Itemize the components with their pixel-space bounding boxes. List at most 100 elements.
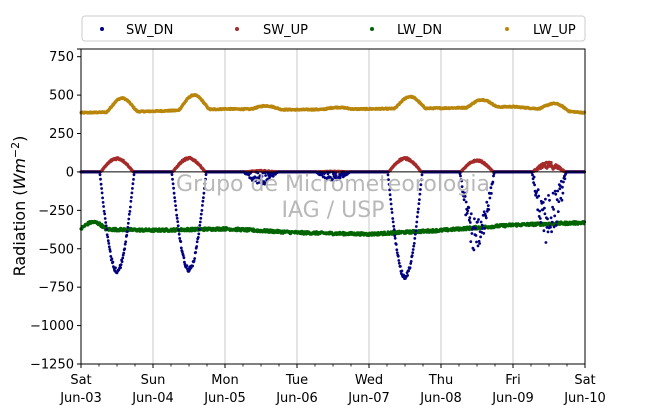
point-sw-dn (469, 240, 473, 244)
y-tick-label: 500 (49, 89, 74, 104)
point-sw-dn (541, 201, 545, 204)
legend-marker-sw-up (235, 27, 239, 31)
point-sw-dn (412, 244, 416, 248)
point-sw-dn (476, 220, 479, 224)
point-sw-dn (201, 204, 204, 207)
point-sw-dn (132, 173, 136, 177)
point-sw-dn (105, 233, 109, 237)
point-sw-dn (411, 251, 415, 255)
point-sw-dn (196, 236, 200, 239)
point-sw-dn (126, 221, 130, 225)
point-sw-dn (125, 233, 129, 237)
watermark-line-1: Grupo de Micrometeorologia (176, 172, 490, 197)
point-sw-dn (544, 241, 548, 244)
point-sw-dn (106, 239, 110, 243)
x-tick-label-date: Jun-10 (563, 391, 606, 406)
x-tick-label-day: Sat (70, 373, 91, 388)
point-sw-dn (468, 216, 472, 220)
point-sw-dn (469, 212, 473, 216)
point-sw-dn (130, 191, 134, 195)
point-sw-dn (130, 196, 133, 199)
point-sw-dn (203, 187, 206, 190)
point-sw-dn (546, 230, 550, 234)
point-sw-dn (393, 234, 397, 238)
point-sw-dn (547, 194, 550, 197)
point-sw-dn (406, 274, 409, 277)
point-sw-dn (478, 242, 481, 245)
legend-label-sw-up: SW_UP (263, 23, 308, 38)
legend-label-lw-up: LW_UP (533, 23, 576, 38)
point-sw-dn (132, 178, 135, 181)
point-sw-dn (487, 208, 491, 211)
point-sw-dn (111, 260, 115, 264)
point-sw-dn (393, 236, 397, 240)
point-sw-dn (129, 199, 133, 203)
point-sw-dn (104, 221, 108, 224)
point-sw-dn (395, 248, 399, 252)
point-sw-dn (537, 194, 541, 198)
point-sw-dn (195, 240, 199, 244)
x-tick-label-date: Jun-09 (491, 391, 534, 406)
point-sw-dn (550, 230, 553, 234)
point-sw-dn (202, 196, 205, 200)
point-sw-dn (200, 209, 204, 212)
point-sw-dn (191, 264, 195, 268)
point-sw-dn (548, 198, 551, 202)
y-axis-label-exp: −2 (9, 142, 22, 158)
point-sw-dn (203, 182, 207, 186)
point-sw-dn (129, 205, 132, 209)
point-sw-dn (177, 232, 181, 236)
point-sw-dn (174, 204, 178, 208)
point-sw-dn (199, 212, 203, 216)
point-sw-dn (464, 200, 468, 204)
x-tick-label-date: Jun-03 (59, 391, 102, 406)
x-tick-label-day: Fri (505, 373, 521, 388)
point-sw-dn (101, 196, 104, 200)
point-sw-dn (99, 177, 102, 181)
point-sw-dn (180, 250, 184, 254)
point-sw-dn (417, 202, 421, 206)
point-sw-dn (491, 180, 495, 184)
point-sw-dn (119, 263, 123, 266)
legend-marker-sw-dn (100, 27, 104, 31)
point-sw-dn (103, 212, 107, 216)
y-axis-label-text: Radiation (10, 201, 29, 277)
point-sw-dn (484, 216, 488, 220)
point-sw-dn (411, 248, 415, 251)
series-lw-dn (79, 219, 587, 237)
point-sw-dn (462, 198, 466, 202)
x-tick-label-day: Mon (211, 373, 238, 388)
point-sw-dn (560, 198, 564, 202)
point-sw-dn (391, 217, 395, 220)
point-sw-dn (182, 256, 186, 260)
point-sw-dn (470, 232, 474, 235)
point-sw-dn (396, 254, 400, 258)
point-sw-dn (492, 174, 495, 178)
point-sw-dn (477, 218, 480, 221)
point-sw-dn (483, 227, 487, 230)
point-sw-dn (126, 225, 130, 229)
point-sw-dn (172, 191, 176, 195)
point-sw-dn (554, 192, 558, 196)
watermark: Grupo de Micrometeorologia IAG / USP (176, 172, 490, 223)
y-axis-label-unit: Wm (10, 158, 29, 189)
point-sw-dn (108, 250, 112, 253)
point-sw-dn (538, 217, 542, 220)
point-sw-dn (201, 199, 205, 203)
point-sw-dn (123, 247, 127, 251)
point-sw-dn (479, 220, 483, 224)
x-tick-label-day: Sat (574, 373, 595, 388)
point-sw-dn (467, 206, 471, 210)
point-sw-dn (124, 240, 128, 244)
point-sw-dn (482, 231, 486, 235)
point-sw-dn (123, 242, 127, 246)
x-tick-label-date: Jun-04 (131, 391, 174, 406)
point-sw-dn (107, 245, 111, 249)
y-tick-label: 0 (66, 165, 74, 180)
point-sw-dn (175, 216, 179, 220)
point-sw-dn (101, 201, 105, 204)
legend-marker-lw-up (505, 27, 509, 31)
y-tick-label: −1250 (30, 358, 74, 373)
y-tick-label: −750 (38, 281, 74, 296)
point-sw-dn (103, 217, 107, 220)
